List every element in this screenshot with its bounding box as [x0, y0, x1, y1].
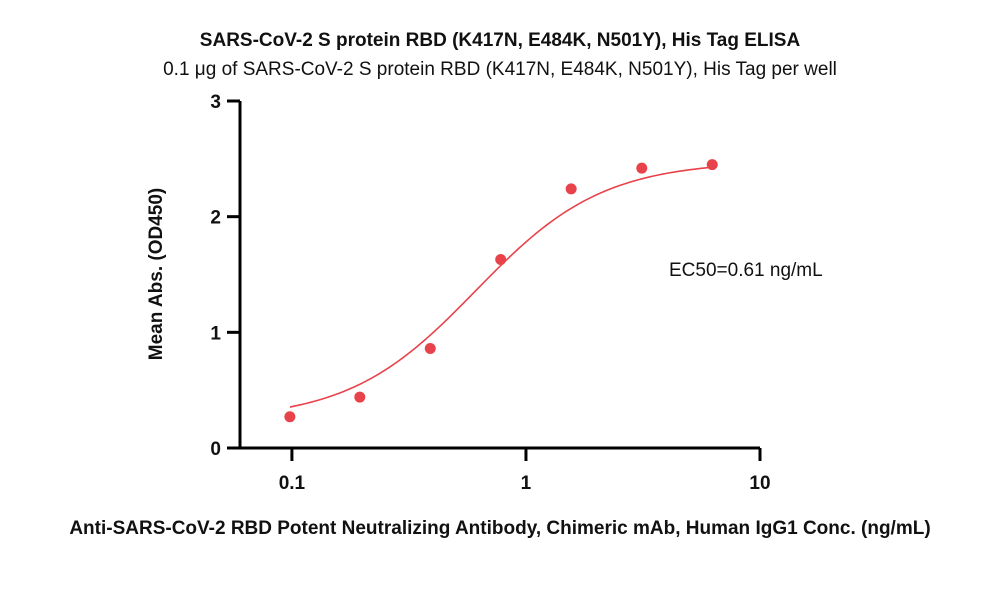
chart-subtitle: 0.1 μg of SARS-CoV-2 S protein RBD (K417… — [163, 59, 837, 80]
x-ticks: 0.1 1 10 — [279, 448, 771, 494]
y-tick-label: 0 — [210, 439, 221, 460]
x-axis-label: Anti-SARS-CoV-2 RBD Potent Neutralizing … — [69, 518, 930, 539]
ec50-annotation: EC50=0.61 ng/mL — [669, 260, 823, 281]
data-point — [284, 411, 296, 423]
y-tick-label: 3 — [210, 92, 221, 113]
x-tick-label: 1 — [521, 473, 532, 494]
y-tick-label: 2 — [210, 208, 221, 229]
chart-title: SARS-CoV-2 S protein RBD (K417N, E484K, … — [200, 30, 801, 51]
x-tick-label: 0.1 — [279, 473, 306, 494]
fit-curve — [289, 166, 713, 408]
y-ticks: 0 1 2 3 — [210, 92, 240, 460]
data-points — [284, 159, 718, 423]
y-axis-label: Mean Abs. (OD450) — [146, 188, 167, 360]
y-tick-label: 1 — [210, 323, 221, 344]
data-point — [706, 159, 718, 171]
data-point — [636, 162, 648, 174]
x-tick-label: 10 — [749, 473, 770, 494]
data-point — [495, 253, 507, 265]
data-point — [424, 343, 436, 355]
data-point — [565, 183, 577, 195]
data-point — [354, 391, 366, 403]
